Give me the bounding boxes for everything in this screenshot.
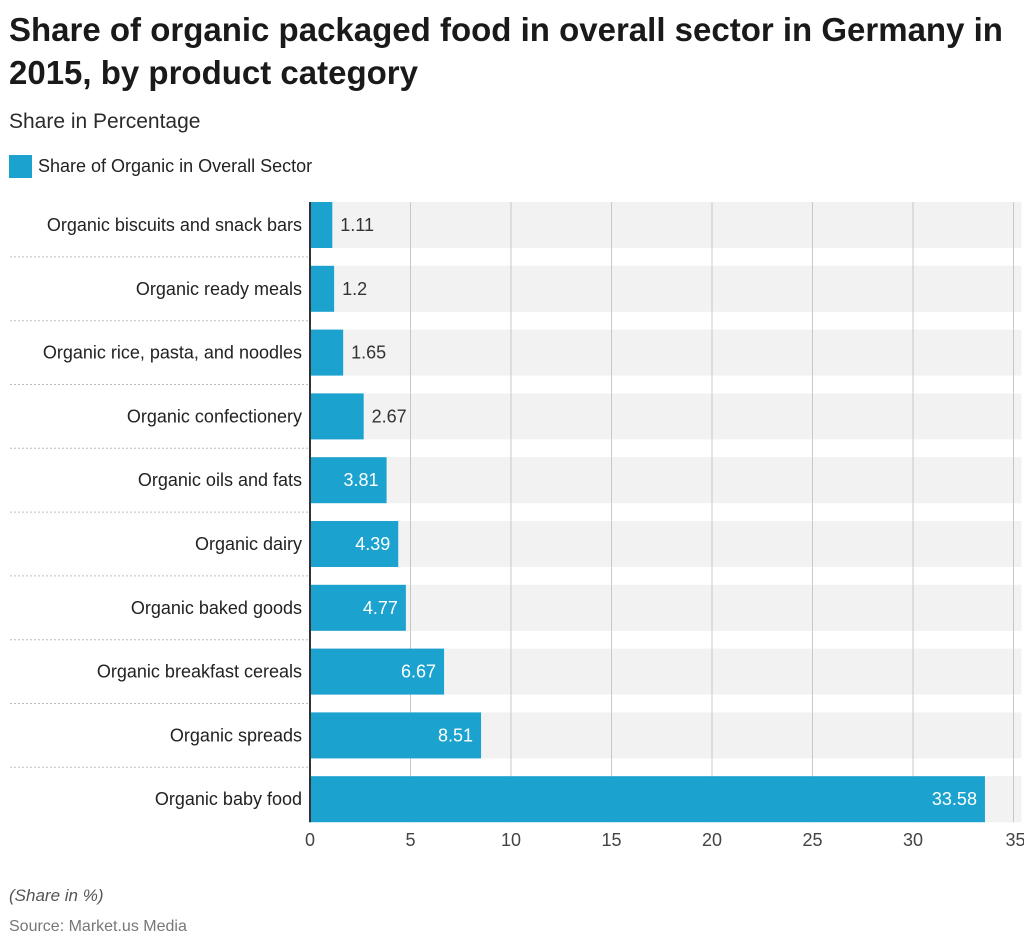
row-band [310, 329, 1022, 376]
category-label: Organic baked goods [131, 598, 302, 618]
category-label: Organic baby food [155, 789, 302, 809]
bar [310, 265, 335, 312]
category-label: Organic spreads [170, 725, 302, 745]
x-tick-label: 10 [501, 830, 521, 850]
row-band [310, 393, 1022, 440]
bar [310, 648, 445, 695]
category-label: Organic ready meals [136, 279, 302, 299]
bar [310, 393, 364, 440]
value-label: 1.65 [351, 343, 386, 363]
value-label: 8.51 [438, 725, 473, 745]
x-tick-label: 20 [702, 830, 722, 850]
bar [310, 202, 333, 248]
category-label: Organic biscuits and snack bars [47, 215, 302, 235]
category-label: Organic breakfast cereals [97, 662, 302, 682]
legend-swatch [9, 155, 32, 178]
category-label: Organic oils and fats [138, 470, 302, 490]
chart-title: Share of organic packaged food in overal… [9, 11, 1003, 91]
row-band [310, 457, 1022, 504]
x-tick-label: 15 [601, 830, 621, 850]
bar [310, 584, 406, 631]
bar-chart: Organic biscuits and snack bars 1.11 Organ… [10, 202, 1024, 850]
category-label: Organic confectionery [127, 406, 302, 426]
value-label: 3.81 [344, 470, 379, 490]
x-tick-label: 30 [903, 830, 923, 850]
legend-label: Share of Organic in Overall Sector [38, 156, 313, 176]
bar [310, 521, 399, 567]
footnote: (Share in %) [9, 886, 104, 905]
value-label: 4.39 [355, 534, 390, 554]
bar [310, 712, 482, 759]
value-label: 2.67 [372, 406, 407, 426]
bar [310, 776, 985, 823]
chart-subtitle: Share in Percentage [9, 110, 201, 133]
source-note: Source: Market.us Media [9, 918, 187, 935]
row-band [310, 202, 1022, 248]
value-label: 33.58 [932, 789, 977, 809]
value-label: 1.2 [342, 279, 367, 299]
x-tick-label: 25 [802, 830, 822, 850]
category-label: Organic rice, pasta, and noodles [43, 343, 302, 363]
x-tick-label: 5 [405, 830, 415, 850]
row-band [310, 265, 1022, 312]
value-label: 6.67 [401, 662, 436, 682]
bar [310, 457, 387, 504]
category-label: Organic dairy [195, 534, 302, 554]
legend: Share of Organic in Overall Sector [9, 155, 312, 178]
x-tick-label: 0 [305, 830, 315, 850]
value-label: 4.77 [363, 598, 398, 618]
bar [310, 329, 344, 376]
row-band [310, 521, 1022, 567]
x-tick-label: 35 [1005, 830, 1024, 850]
value-label: 1.11 [340, 215, 374, 235]
row-band [310, 584, 1022, 631]
